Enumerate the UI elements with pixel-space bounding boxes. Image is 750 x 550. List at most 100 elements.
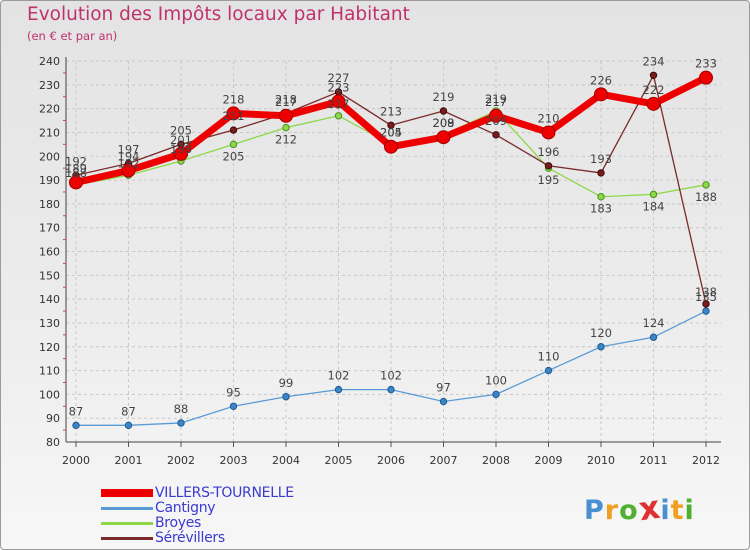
data-point-cantigny-2002	[177, 419, 185, 427]
y-tick-label-210: 210	[39, 126, 60, 139]
data-label-s-r-villers-2010: 193	[590, 152, 612, 166]
data-point-broyes-2012	[702, 181, 710, 189]
chart-subtitle: (en € et par an)	[27, 29, 118, 43]
data-point-cantigny-2011	[649, 333, 658, 341]
data-point-broyes-2003	[229, 140, 238, 149]
data-label-broyes-2010: 183	[590, 202, 612, 216]
legend-label-cantigny: Cantigny	[155, 500, 216, 516]
data-label-cantigny-2006: 102	[380, 369, 402, 383]
x-tick-label-2012: 2012	[692, 454, 720, 467]
data-label-villers-tournelle-2009: 210	[538, 111, 560, 125]
logo-letter: o	[619, 495, 639, 526]
data-label-villers-tournelle-2004: 217	[275, 95, 297, 109]
y-tick-label-140: 140	[39, 293, 60, 306]
data-label-cantigny-2004: 99	[279, 376, 294, 390]
data-point-broyes-2004	[282, 123, 290, 132]
data-point-cantigny-2001	[124, 421, 133, 430]
data-label-s-r-villers-2003: 211	[223, 109, 245, 123]
data-label-cantigny-2005: 102	[328, 369, 350, 383]
y-tick-label-100: 100	[39, 388, 60, 401]
legend-label-serevillers: Sérévillers	[155, 530, 225, 546]
y-tick-label-220: 220	[39, 103, 60, 116]
data-label-broyes-2001: 192	[118, 156, 140, 170]
line-chart: 8090100110120130140150160170180190200210…	[39, 54, 721, 467]
data-label-s-r-villers-2001: 197	[118, 142, 140, 156]
data-label-villers-tournelle-2012: 233	[695, 57, 717, 71]
x-tick-label-2011: 2011	[640, 454, 668, 467]
data-label-broyes-2008: 219	[485, 92, 507, 106]
x-tick-label-2008: 2008	[482, 454, 510, 467]
data-label-villers-tournelle-2002: 201	[170, 133, 192, 147]
data-label-broyes-2009: 195	[538, 173, 560, 187]
data-point-villers-tournelle-2006	[384, 139, 398, 154]
data-label-cantigny-2011: 124	[643, 316, 665, 330]
data-label-broyes-2007: 209	[433, 116, 455, 130]
data-point-cantigny-2000	[72, 421, 80, 430]
data-label-broyes-2006: 205	[380, 125, 402, 139]
logo-letter: r	[604, 495, 620, 526]
data-point-villers-tournelle-2005	[331, 94, 346, 109]
data-point-villers-tournelle-2000	[69, 175, 83, 190]
data-label-broyes-2002: 198	[170, 142, 192, 156]
data-label-cantigny-2000: 87	[69, 404, 84, 418]
data-point-s-r-villers-2008	[492, 131, 500, 139]
x-tick-label-2004: 2004	[272, 454, 300, 467]
data-point-cantigny-2007	[439, 397, 448, 406]
data-point-s-r-villers-2010	[597, 169, 605, 177]
data-label-s-r-villers-2011: 234	[643, 54, 665, 68]
data-label-villers-tournelle-2011: 222	[643, 83, 665, 97]
data-point-villers-tournelle-2011	[646, 96, 661, 111]
data-label-broyes-2004: 212	[275, 133, 297, 147]
data-label-s-r-villers-2002: 205	[170, 123, 192, 137]
y-tick-label-170: 170	[39, 222, 60, 235]
data-point-villers-tournelle-2007	[436, 130, 451, 145]
data-label-cantigny-2003: 95	[226, 385, 241, 399]
data-label-broyes-2003: 205	[223, 149, 245, 163]
y-tick-label-240: 240	[39, 55, 60, 68]
x-tick-label-2000: 2000	[62, 454, 90, 467]
logo-letter: P	[584, 495, 605, 526]
data-label-villers-tournelle-2010: 226	[590, 73, 612, 87]
data-point-cantigny-2012	[702, 307, 710, 315]
data-label-s-r-villers-2000: 192	[65, 154, 87, 168]
x-tick-label-2009: 2009	[535, 454, 563, 467]
data-point-cantigny-2003	[229, 402, 238, 410]
data-point-villers-tournelle-2002	[174, 146, 188, 161]
data-point-villers-tournelle-2009	[541, 125, 556, 140]
data-point-villers-tournelle-2001	[121, 163, 136, 178]
data-label-villers-tournelle-2003: 218	[223, 92, 245, 106]
y-tick-label-190: 190	[39, 174, 60, 187]
chart-title: Evolution des Impôts locaux par Habitant	[27, 4, 410, 25]
data-point-villers-tournelle-2008	[489, 108, 503, 123]
data-label-broyes-2005: 217	[328, 97, 350, 111]
logo-letter: t	[670, 495, 685, 526]
data-label-villers-tournelle-2001: 194	[118, 150, 140, 164]
data-point-broyes-2010	[597, 193, 605, 201]
data-label-s-r-villers-2006: 213	[380, 104, 402, 118]
x-tick-label-2003: 2003	[220, 454, 248, 467]
data-label-cantigny-2007: 97	[436, 381, 451, 395]
series-lines	[69, 70, 713, 430]
x-tick-label-2005: 2005	[325, 454, 353, 467]
data-point-cantigny-2005	[334, 385, 343, 394]
data-point-cantigny-2008	[492, 390, 500, 399]
data-label-cantigny-2001: 87	[121, 404, 136, 418]
data-label-villers-tournelle-2006: 204	[380, 126, 402, 140]
data-label-broyes-2012: 188	[695, 190, 717, 204]
y-tick-label-160: 160	[39, 246, 60, 259]
y-tick-label-150: 150	[39, 269, 60, 282]
data-label-villers-tournelle-2007: 208	[433, 116, 455, 130]
data-label-cantigny-2012: 135	[695, 290, 717, 304]
legend-swatch-villers-tournelle	[101, 489, 153, 497]
data-label-cantigny-2009: 110	[538, 350, 560, 364]
data-label-villers-tournelle-2008: 217	[485, 95, 507, 109]
y-tick-label-110: 110	[39, 365, 60, 378]
y-tick-label-90: 90	[46, 412, 60, 425]
proxiti-logo: Proxiti	[584, 488, 695, 529]
data-label-s-r-villers-2007: 219	[433, 90, 455, 104]
data-point-broyes-2005	[334, 112, 343, 120]
x-tick-label-2007: 2007	[430, 454, 458, 467]
axes: 8090100110120130140150160170180190200210…	[39, 55, 721, 467]
